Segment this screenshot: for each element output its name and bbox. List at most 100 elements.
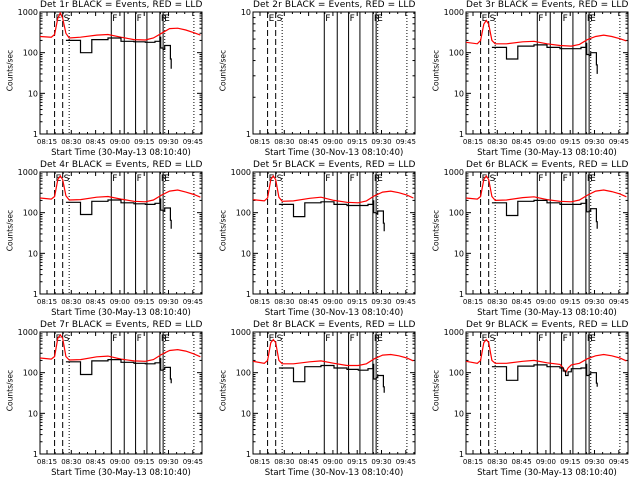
marker-label: E	[590, 14, 596, 24]
x-tick-label: 08:45	[86, 298, 106, 306]
chart-title: Det 6r BLACK = Events, RED = LLD	[466, 160, 629, 170]
chart-title: Det 8r BLACK = Events, RED = LLD	[253, 320, 416, 330]
marker-label: E	[377, 14, 383, 24]
x-tick-label: 09:45	[609, 298, 629, 306]
x-tick-label: 08:45	[512, 458, 532, 466]
y-tick-label: 100	[23, 369, 38, 378]
y-tick-label: 1	[33, 290, 38, 299]
marker-label: E	[56, 14, 62, 24]
marker-label: E	[164, 334, 170, 344]
plot-frame	[39, 11, 203, 135]
series-line-events	[65, 358, 172, 384]
y-tick-label: 10	[454, 249, 464, 258]
marker-label: F	[137, 14, 142, 24]
marker-label: E	[269, 334, 275, 344]
x-tick-label: 08:15	[37, 298, 57, 306]
x-tick-label: 08:30	[274, 138, 294, 146]
marker-label: F	[137, 334, 142, 344]
x-tick-label: 08:45	[299, 458, 319, 466]
series-line-lld	[40, 174, 201, 203]
y-tick-label: 1	[33, 450, 38, 459]
marker-label: F	[563, 334, 568, 344]
x-tick-label: 09:30	[584, 298, 604, 306]
marker-label: F	[112, 174, 117, 184]
x-axis-label: Start Time (30-May-13 08:10:40)	[477, 308, 617, 318]
y-tick-label: 1000	[231, 168, 251, 177]
y-tick-label: 100	[449, 49, 464, 58]
x-tick-label: 08:30	[61, 458, 81, 466]
x-tick-label: 08:15	[463, 298, 483, 306]
series-line-lld	[466, 19, 627, 47]
detector-panel-9: 1 10 100 1000 08:15 08:30 08:45 09:00 09:15 09:30…	[426, 320, 639, 480]
x-tick-label: 09:00	[536, 298, 556, 306]
marker-label: F	[563, 14, 568, 24]
x-axis-label: Start Time (30-May-13 08:10:40)	[51, 468, 191, 478]
x-tick-label: 09:30	[158, 298, 178, 306]
x-tick-label: 09:15	[560, 458, 580, 466]
y-tick-label: 10	[454, 89, 464, 98]
y-tick-label: 10	[28, 89, 38, 98]
marker-label: S	[277, 14, 283, 24]
chart-svg: 1 10 100 1000 08:15 08:30 08:45 09:00 09:15 09:30…	[231, 328, 416, 466]
marker-label: S	[64, 334, 70, 344]
plot-frame	[465, 171, 629, 295]
x-tick-label: 08:30	[61, 298, 81, 306]
x-tick-label: 08:30	[487, 458, 507, 466]
series-line-lld	[40, 333, 201, 362]
x-tick-label: 09:45	[183, 138, 203, 146]
chart-title: Det 7r BLACK = Events, RED = LLD	[40, 320, 203, 330]
y-tick-label: 100	[449, 209, 464, 218]
x-tick-label: 08:15	[463, 458, 483, 466]
marker-label: E	[164, 14, 170, 24]
series-line-events	[65, 198, 172, 229]
x-tick-label: 08:45	[512, 298, 532, 306]
marker-label: E	[482, 334, 488, 344]
y-tick-label: 1000	[18, 8, 38, 17]
series-group	[253, 338, 414, 393]
plot-frame	[465, 331, 629, 455]
x-tick-label: 09:00	[536, 138, 556, 146]
x-tick-label: 09:15	[134, 138, 154, 146]
x-tick-label: 08:45	[86, 458, 106, 466]
x-tick-label: 09:15	[347, 458, 367, 466]
series-line-lld	[253, 174, 414, 204]
series-line-events	[491, 199, 598, 229]
x-axis-label: Start Time (30-May-13 08:10:40)	[51, 308, 191, 318]
y-tick-label: 1	[246, 290, 251, 299]
series-line-lld	[466, 174, 627, 203]
chart-svg: 1 10 100 1000 08:15 08:30 08:45 09:00 09:15 09:30…	[444, 328, 629, 466]
detector-panel-8: 1 10 100 1000 08:15 08:30 08:45 09:00 09:15 09:30…	[213, 320, 426, 480]
marker-label: F	[137, 174, 142, 184]
y-tick-label: 10	[241, 409, 251, 418]
plot-frame	[465, 11, 629, 135]
marker-label: F	[112, 334, 117, 344]
y-tick-label: 100	[23, 209, 38, 218]
series-group	[40, 333, 201, 384]
x-tick-label: 09:15	[347, 138, 367, 146]
y-tick-label: 10	[454, 409, 464, 418]
marker-label: S	[64, 174, 70, 184]
x-tick-label: 09:15	[134, 458, 154, 466]
x-tick-label: 09:15	[560, 138, 580, 146]
plot-frame	[252, 11, 416, 135]
marker-label: E	[590, 334, 596, 344]
x-tick-label: 09:45	[396, 138, 416, 146]
y-tick-label: 1000	[18, 328, 38, 337]
y-tick-label: 10	[28, 249, 38, 258]
x-tick-label: 08:15	[250, 298, 270, 306]
x-tick-label: 09:00	[323, 298, 343, 306]
marker-label: F	[350, 334, 355, 344]
series-line-events	[491, 363, 598, 387]
series-line-lld	[253, 338, 414, 367]
x-tick-label: 08:15	[463, 138, 483, 146]
marker-label: S	[277, 334, 283, 344]
series-group	[466, 174, 627, 229]
chart-title: Det 2r BLACK = Events, RED = LLD	[253, 0, 416, 10]
y-tick-label: 100	[236, 369, 251, 378]
x-axis-label: Start Time (30-May-13 08:10:40)	[51, 148, 191, 158]
y-tick-label: 1	[246, 130, 251, 139]
plot-frame	[39, 331, 203, 455]
x-tick-label: 09:30	[584, 458, 604, 466]
x-tick-label: 09:00	[110, 458, 130, 466]
